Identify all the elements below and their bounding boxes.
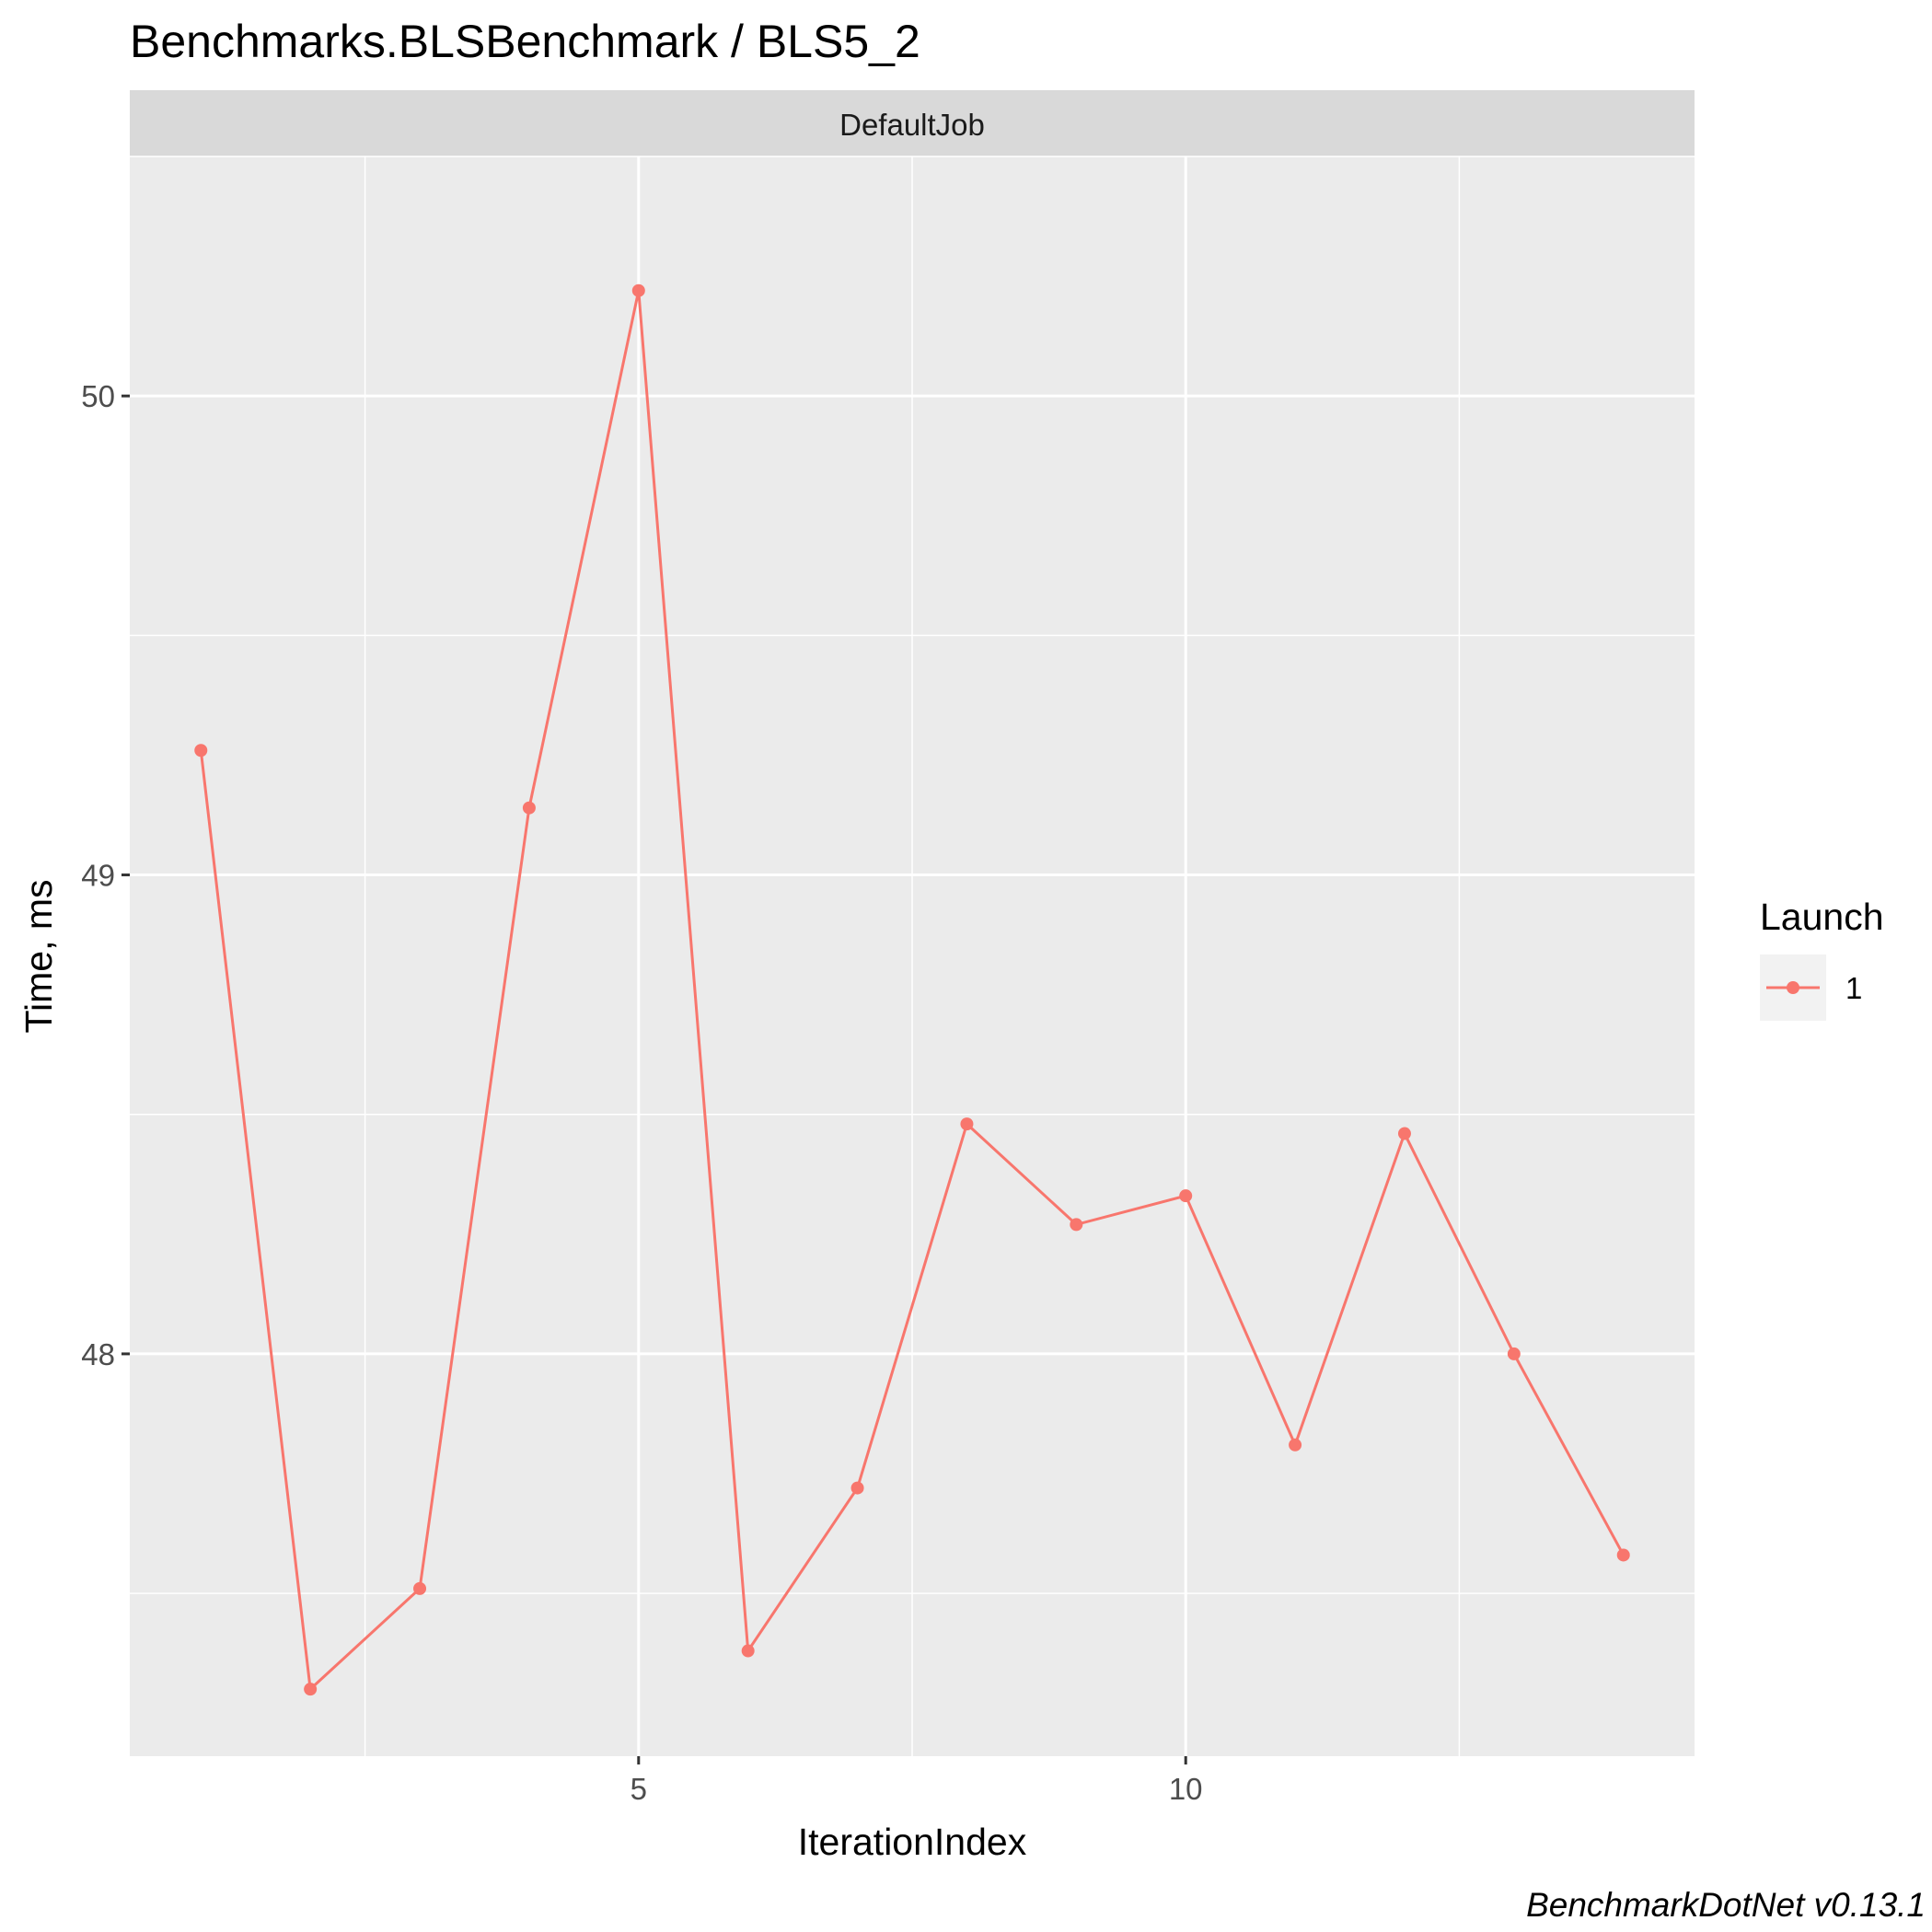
data-point — [741, 1644, 755, 1658]
y-axis-title: Time, ms — [17, 879, 60, 1033]
data-point — [522, 801, 536, 815]
y-tick-label: 48 — [81, 1337, 115, 1371]
facet-strip — [130, 90, 1695, 156]
legend-title: Launch — [1760, 896, 1884, 938]
series-line — [199, 290, 1625, 1693]
grid-major — [130, 156, 1695, 1756]
legend-label: 1 — [1845, 971, 1862, 1005]
chart-title: Benchmarks.BLSBenchmark / BLS5_2 — [130, 16, 920, 67]
x-axis-title: IterationIndex — [798, 1821, 1027, 1863]
data-point — [1289, 1438, 1302, 1452]
y-tick-label: 49 — [81, 859, 115, 893]
data-point — [304, 1683, 318, 1696]
facet-strip-label: DefaultJob — [839, 108, 985, 142]
data-point — [1397, 1127, 1411, 1140]
data-point — [960, 1117, 974, 1131]
legend-key-point — [1787, 981, 1799, 994]
caption: BenchmarkDotNet v0.13.1 — [1526, 1886, 1926, 1924]
data-point — [631, 283, 645, 297]
data-point — [1070, 1218, 1083, 1232]
y-axis: 48 49 50 — [81, 379, 130, 1371]
x-axis: 5 10 — [631, 1756, 1203, 1806]
y-tick-label: 50 — [81, 379, 115, 413]
data-point — [1179, 1189, 1193, 1203]
x-tick-label: 5 — [631, 1772, 647, 1806]
data-point — [1507, 1347, 1521, 1360]
data-point — [413, 1581, 427, 1595]
data-point — [1616, 1548, 1630, 1562]
data-point — [194, 744, 208, 758]
series-layer — [194, 283, 1630, 1696]
x-tick-label: 10 — [1169, 1772, 1203, 1806]
data-point — [850, 1481, 864, 1495]
grid-minor — [130, 156, 1695, 1756]
